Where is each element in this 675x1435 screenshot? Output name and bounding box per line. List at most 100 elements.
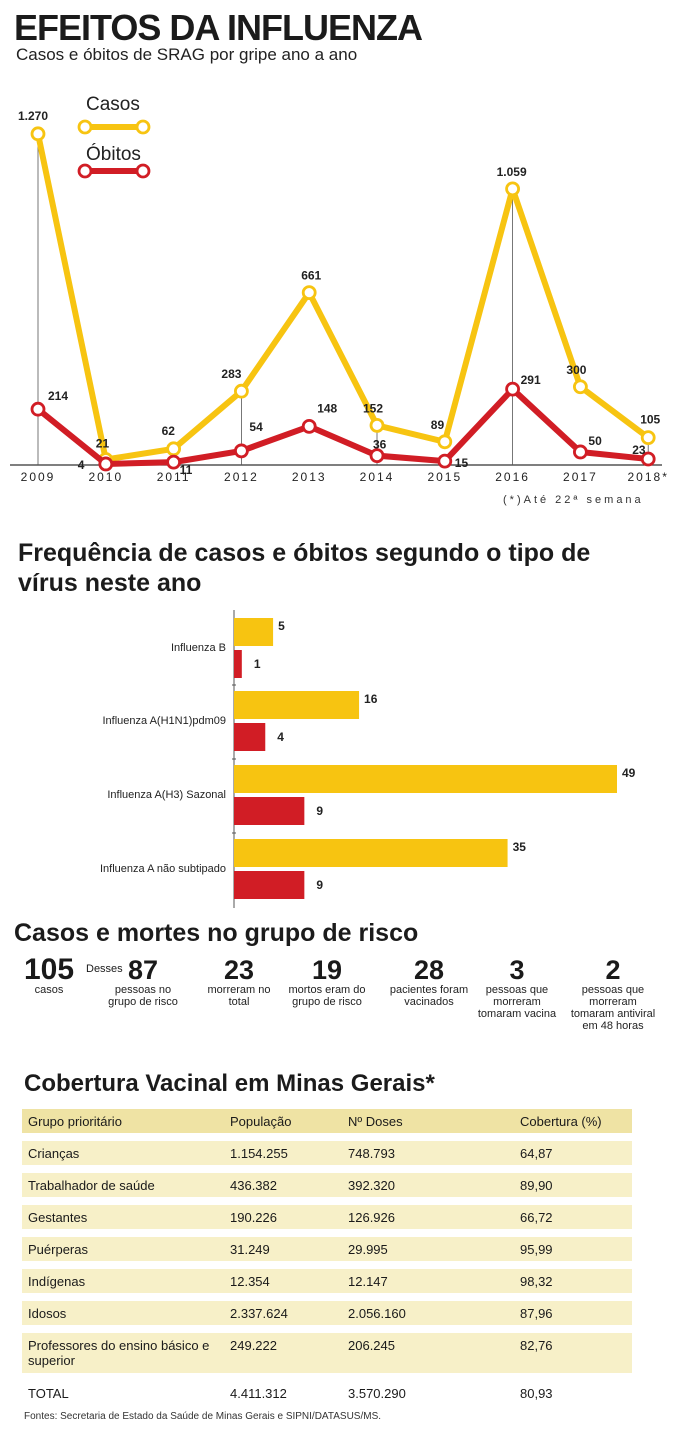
obitos-point [573, 444, 588, 460]
bar-obitos [234, 723, 266, 751]
table-cell: 126.926 [348, 1210, 395, 1225]
bar-casos-value: 5 [278, 619, 285, 633]
casos-point [573, 379, 588, 395]
page-title: EFEITOS DA INFLUENZA [14, 7, 423, 48]
bar-casos-value: 35 [513, 840, 527, 854]
obitos-point [301, 419, 317, 434]
table-cell: 392.320 [348, 1178, 395, 1193]
x-tick-label: 2012 [224, 470, 259, 484]
x-tick-label: 2016 [495, 470, 530, 484]
risk-title: Casos e mortes no grupo de risco [14, 919, 419, 947]
casos-point [369, 417, 385, 433]
casos-data-label: 89 [431, 418, 445, 432]
risk-item-label: pacientes foram vacinados [389, 984, 469, 1008]
casos-data-label: 21 [96, 437, 110, 451]
table-cell: 12.354 [230, 1274, 270, 1289]
coverage-table: Grupo prioritário População Nº Doses Cobert… [22, 1109, 632, 1413]
legend-casos-marker [135, 119, 151, 135]
bar-casos [234, 765, 617, 793]
table-row: Idosos 2.337.624 2.056.160 87,96 [22, 1301, 632, 1325]
page-subtitle: Casos e óbitos de SRAG por gripe ano a a… [16, 45, 358, 64]
table-cell: TOTAL [28, 1386, 69, 1401]
table-cell: Cobertura (%) [520, 1114, 602, 1129]
risk-item-value: 19 [311, 955, 343, 985]
casos-data-label: 300 [566, 363, 586, 377]
bar-casos [234, 839, 508, 867]
obitos-data-label: 54 [249, 420, 263, 434]
obitos-point [30, 401, 46, 417]
bar-category-label: Influenza A(H1N1)pdm09 [102, 715, 226, 727]
casos-line [35, 133, 651, 463]
risk-item: 2 pessoas que morreram tomaram antiviral … [570, 956, 656, 1032]
risk-item-value: 3 [509, 955, 525, 985]
obitos-point [437, 453, 453, 469]
risk-item-value: 23 [223, 955, 255, 985]
bar-obitos-value: 9 [316, 804, 323, 818]
bar-obitos [234, 871, 305, 899]
table-cell: 29.995 [348, 1242, 388, 1257]
obitos-data-label: 50 [588, 434, 602, 448]
risk-desses: Desses [86, 963, 123, 975]
table-cell: Crianças [28, 1146, 80, 1161]
table-cell: 4.411.312 [230, 1386, 287, 1401]
obitos-point [369, 448, 385, 464]
risk-total-value: 105 [23, 953, 75, 986]
obitos-point [505, 381, 520, 397]
legend-obitos-marker [77, 163, 93, 179]
legend-casos-label: Casos [86, 94, 140, 115]
table-cell: 64,87 [520, 1146, 553, 1161]
casos-point [437, 434, 453, 450]
obitos-data-label: 23 [632, 443, 646, 457]
table-cell: 80,93 [520, 1386, 553, 1401]
table-cell: 87,96 [520, 1306, 553, 1321]
table-row: TOTAL 4.411.312 3.570.290 80,93 [22, 1381, 632, 1405]
x-tick-label: 2015 [427, 470, 462, 484]
obitos-point [166, 454, 182, 470]
risk-item-value: 28 [413, 955, 445, 985]
bar-casos [234, 691, 360, 719]
obitos-data-label: 214 [48, 389, 68, 403]
table-row: Trabalhador de saúde 436.382 392.320 89,90 [22, 1173, 632, 1197]
table-cell: 31.249 [230, 1242, 270, 1257]
bar-casos [234, 618, 274, 646]
casos-point [301, 285, 317, 301]
legend-casos-marker [77, 119, 93, 135]
table-cell: 82,76 [520, 1338, 553, 1353]
casos-data-label: 1.270 [18, 109, 48, 123]
chart-footnote: (*)Até 22ª semana [503, 494, 644, 506]
table-cell: Idosos [28, 1306, 67, 1321]
casos-point [30, 126, 46, 142]
casos-data-label: 62 [162, 424, 176, 438]
table-row: Indígenas 12.354 12.147 98,32 [22, 1269, 632, 1293]
bar-chart-title: Frequência de casos e óbitos segundo o t… [18, 539, 591, 597]
x-tick-label: 2011 [157, 470, 191, 484]
x-tick-label: 2014 [360, 470, 395, 484]
casos-point [640, 430, 656, 446]
table-row: Professores do ensino básico e superior 2… [22, 1333, 632, 1373]
bar-category-label: Influenza A não subtipado [100, 863, 226, 875]
x-tick-label: 2018* [628, 470, 669, 484]
risk-item: 3 pessoas que morreram tomaram vacina [474, 956, 560, 1020]
table-cell: População [230, 1114, 292, 1129]
table-cell: 206.245 [348, 1338, 395, 1353]
risk-item: 28 pacientes foram vacinados [386, 956, 472, 1008]
x-tick-label: 2010 [88, 470, 123, 484]
table-cell: Nº Doses [348, 1114, 403, 1129]
x-tick-label: 2009 [21, 470, 56, 484]
obitos-data-label: 4 [78, 458, 85, 472]
bar-obitos [234, 797, 305, 825]
x-tick-label: 2013 [292, 470, 327, 484]
risk-item: 23 morreram no total [196, 956, 282, 1008]
risk-item-label: pessoas que morreram tomaram vacina [477, 984, 557, 1020]
table-cell: Professores do ensino básico e superior [28, 1338, 210, 1368]
obitos-data-label: 36 [373, 438, 387, 452]
casos-data-label: 152 [363, 401, 383, 415]
table-row: Puérperas 31.249 29.995 95,99 [22, 1237, 632, 1261]
obitos-data-label: 15 [455, 456, 469, 470]
casos-point [505, 181, 520, 197]
legend-obitos-label: Óbitos [86, 143, 141, 165]
bar-category-label: Influenza B [171, 642, 226, 654]
risk-total-label: casos [34, 984, 64, 996]
bar-obitos [234, 650, 242, 678]
risk-item-label: morreram no total [207, 984, 271, 1008]
